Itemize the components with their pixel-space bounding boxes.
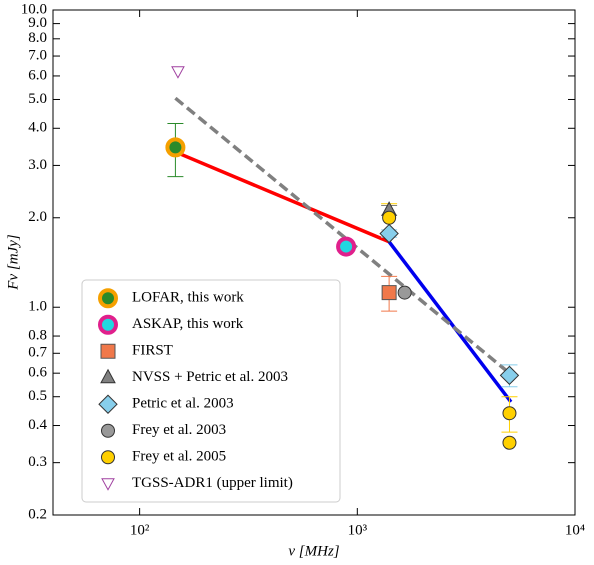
legend-label: ASKAP, this work <box>132 316 244 332</box>
y-tick-label: 2.0 <box>28 209 47 225</box>
marker-circle <box>502 435 517 450</box>
x-tick-label: 10² <box>130 522 150 538</box>
legend-marker <box>98 314 118 335</box>
y-tick-label: 0.5 <box>28 388 47 404</box>
data-point <box>379 223 399 244</box>
legend-label: Petric et al. 2003 <box>132 396 234 412</box>
y-tick-label: 9.0 <box>28 15 47 31</box>
y-tick-label: 0.2 <box>28 506 47 522</box>
marker-circle <box>101 450 115 465</box>
marker-square <box>100 343 116 359</box>
legend-marker <box>101 423 115 438</box>
marker-ring <box>98 288 118 309</box>
y-tick-label: 1.0 <box>28 299 47 315</box>
marker-diamond <box>98 394 118 414</box>
y-tick-label: 0.7 <box>28 345 47 361</box>
y-tick-label: 0.3 <box>28 454 47 470</box>
marker-circle <box>502 406 517 421</box>
y-tick-label: 0.4 <box>28 417 47 433</box>
data-point <box>336 236 357 257</box>
legend-marker <box>101 450 115 465</box>
y-axis-label: Fν [mJy] <box>5 234 21 291</box>
y-tick-label: 6.0 <box>28 67 47 83</box>
data-point <box>502 406 517 421</box>
legend-label: Frey et al. 2003 <box>132 422 226 438</box>
data-point <box>397 285 412 300</box>
fit-line <box>387 240 513 404</box>
data-point <box>171 66 185 79</box>
marker-triangle-down <box>101 478 115 491</box>
legend-marker <box>98 288 118 309</box>
legend-label: Frey et al. 2005 <box>132 449 226 465</box>
x-axis-label: ν [MHz] <box>288 543 339 559</box>
legend-marker <box>98 394 118 414</box>
fit-line <box>174 150 390 244</box>
marker-circle <box>397 285 412 300</box>
x-tick-label: 10³ <box>348 522 368 538</box>
data-point <box>381 285 397 301</box>
x-tick-label: 10⁴ <box>565 522 585 538</box>
marker-ring <box>336 236 357 257</box>
data-point <box>502 435 517 450</box>
data-point <box>499 365 520 386</box>
y-tick-label: 0.8 <box>28 327 47 343</box>
y-tick-label: 3.0 <box>28 157 47 173</box>
y-tick-label: 7.0 <box>28 47 47 63</box>
legend-marker <box>100 368 116 384</box>
legend-box <box>81 279 341 503</box>
marker-diamond <box>379 223 399 244</box>
plot-frame <box>52 9 576 516</box>
marker-circle <box>101 423 115 438</box>
legend-marker <box>101 478 115 491</box>
marker-diamond <box>499 365 520 386</box>
legend-marker <box>100 343 116 359</box>
legend-label: TGSS-ADR1 (upper limit) <box>132 475 293 491</box>
y-tick-label: 0.6 <box>28 365 47 381</box>
y-tick-label: 4.0 <box>28 120 47 136</box>
y-tick-label: 5.0 <box>28 91 47 107</box>
legend-label: FIRST <box>132 343 173 359</box>
legend-label: NVSS + Petric et al. 2003 <box>132 369 288 385</box>
fit-line <box>174 96 511 375</box>
y-tick-label: 10.0 <box>21 1 47 17</box>
marker-ring <box>98 314 118 335</box>
marker-circle <box>382 210 397 225</box>
marker-ring <box>165 137 186 158</box>
y-tick-label: 8.0 <box>28 30 47 46</box>
marker-triangle-down <box>171 66 185 79</box>
legend-label: LOFAR, this work <box>132 290 244 306</box>
marker-square <box>381 285 397 301</box>
data-point <box>165 137 186 158</box>
data-point <box>382 210 397 225</box>
marker-triangle <box>100 368 116 384</box>
